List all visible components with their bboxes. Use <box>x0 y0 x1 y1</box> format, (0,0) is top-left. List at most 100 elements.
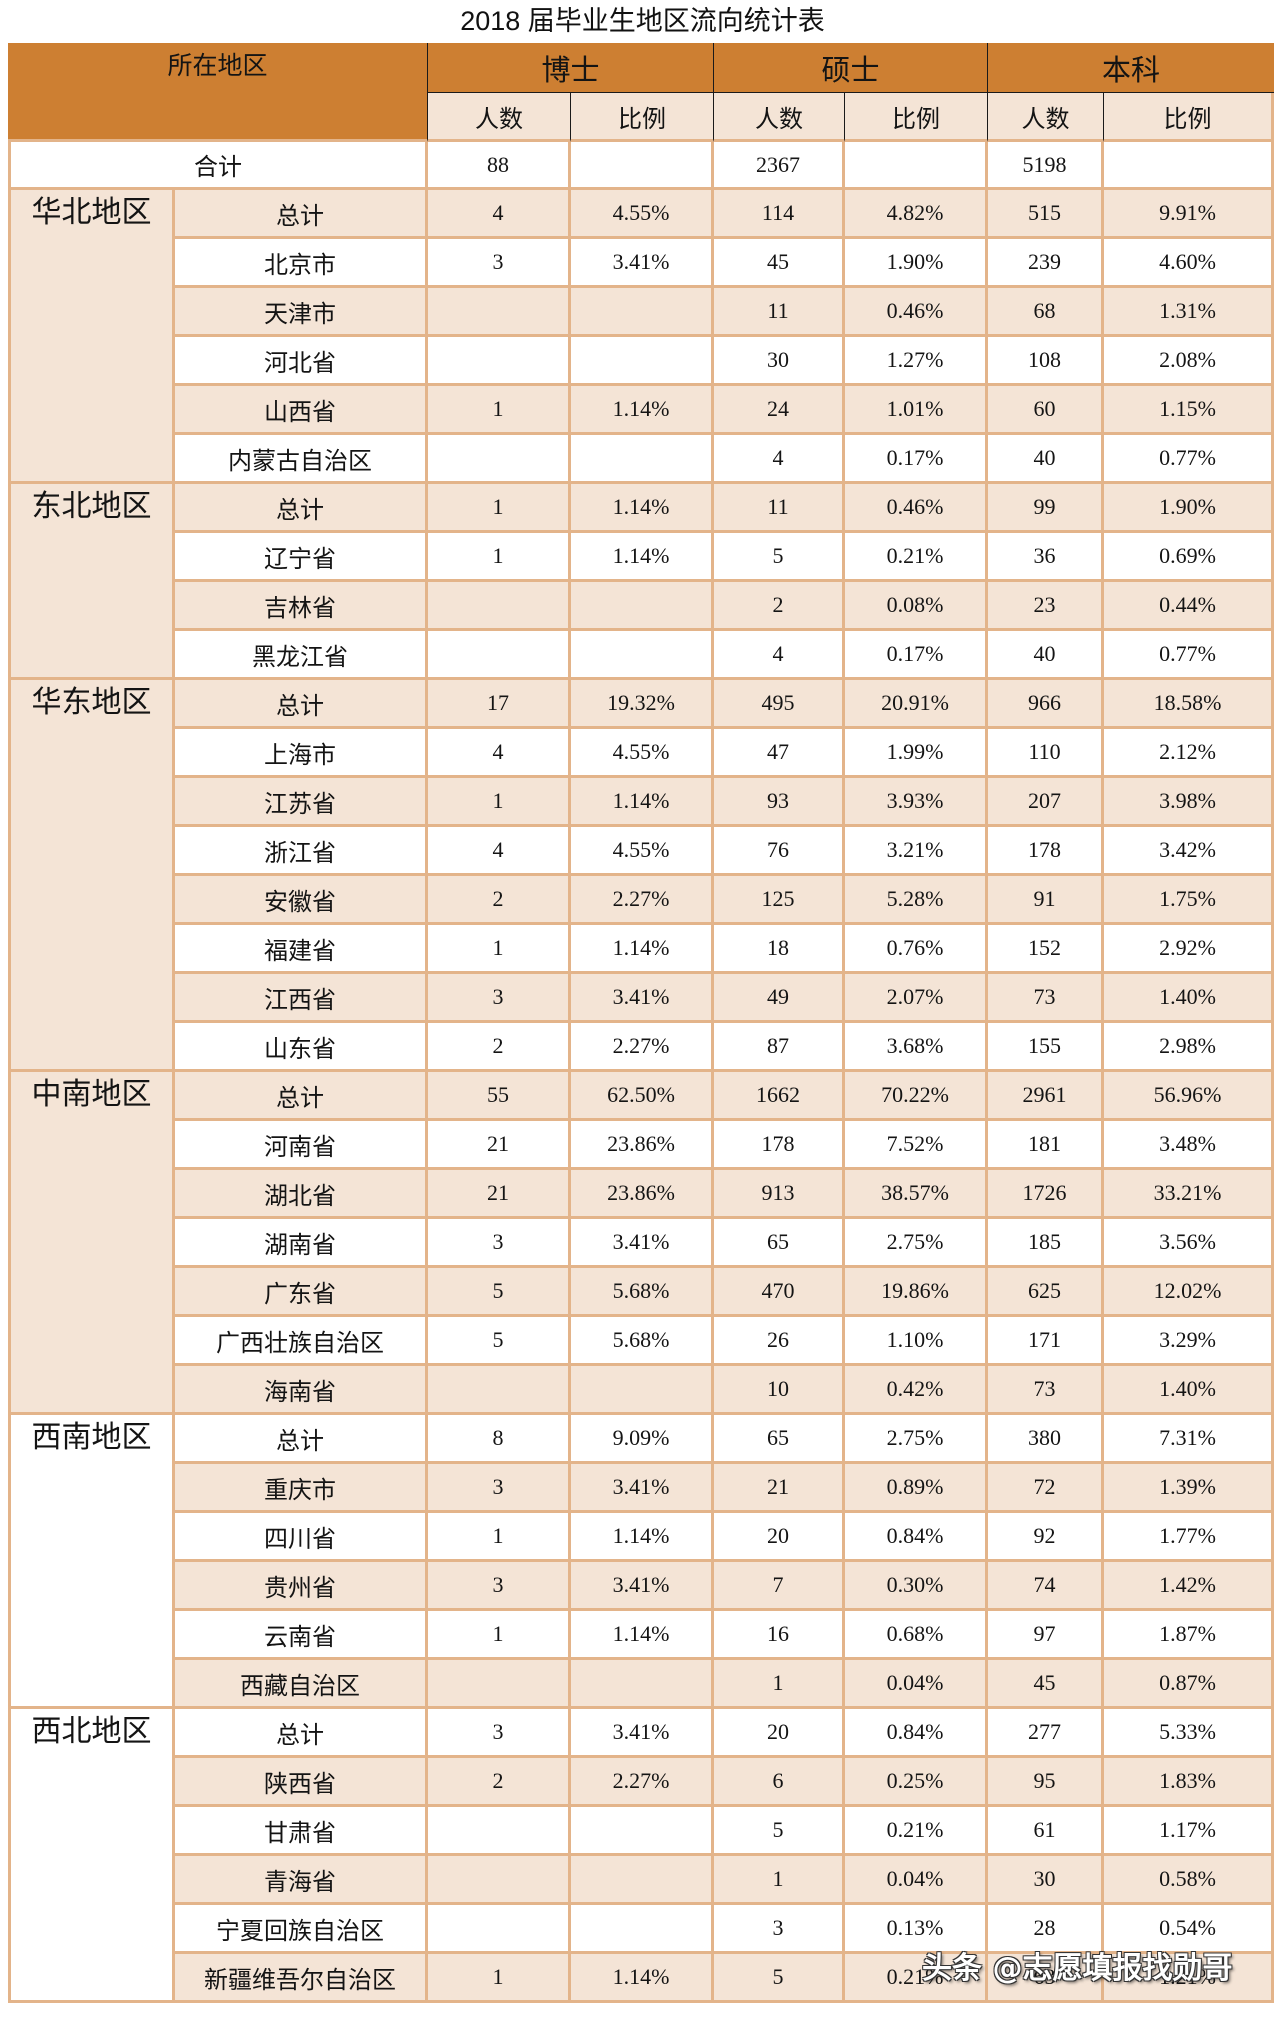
area-name: 江苏省 <box>175 778 428 827</box>
bachelor-count: 515 <box>988 190 1104 239</box>
area-name: 江西省 <box>175 974 428 1023</box>
master-count: 4 <box>714 435 845 484</box>
area-name: 山西省 <box>175 386 428 435</box>
phd-count: 3 <box>428 1709 571 1758</box>
bachelor-count: 73 <box>988 974 1104 1023</box>
bachelor-ratio: 0.77% <box>1104 435 1274 484</box>
phd-ratio <box>571 142 714 190</box>
master-ratio: 0.42% <box>845 1366 988 1415</box>
bachelor-count: 28 <box>988 1905 1104 1954</box>
master-ratio: 4.82% <box>845 190 988 239</box>
bachelor-count: 72 <box>988 1464 1104 1513</box>
phd-ratio: 23.86% <box>571 1170 714 1219</box>
master-ratio: 0.25% <box>845 1758 988 1807</box>
phd-count <box>428 1905 571 1954</box>
phd-count <box>428 1856 571 1905</box>
master-ratio: 1.99% <box>845 729 988 778</box>
phd-count: 1 <box>428 1513 571 1562</box>
master-count: 5 <box>714 1807 845 1856</box>
area-name: 四川省 <box>175 1513 428 1562</box>
phd-count: 1 <box>428 1611 571 1660</box>
master-count: 178 <box>714 1121 845 1170</box>
area-name: 湖北省 <box>175 1170 428 1219</box>
master-count-header: 人数 <box>714 93 845 142</box>
bachelor-count: 185 <box>988 1219 1104 1268</box>
area-name: 宁夏回族自治区 <box>175 1905 428 1954</box>
bachelor-ratio: 9.91% <box>1104 190 1274 239</box>
phd-count: 4 <box>428 827 571 876</box>
bachelor-ratio: 4.60% <box>1104 239 1274 288</box>
phd-ratio <box>571 435 714 484</box>
phd-count: 21 <box>428 1170 571 1219</box>
statistics-table: 所在地区 博士 硕士 本科 人数 比例 人数 比例 人数 比例 合计 88 23… <box>8 43 1274 2003</box>
region-label: 西南地区 <box>8 1415 175 1709</box>
phd-count: 2 <box>428 876 571 925</box>
master-ratio: 0.13% <box>845 1905 988 1954</box>
bachelor-ratio: 2.92% <box>1104 925 1274 974</box>
master-ratio: 38.57% <box>845 1170 988 1219</box>
area-name: 总计 <box>175 190 428 239</box>
phd-count: 3 <box>428 1219 571 1268</box>
master-count: 5 <box>714 533 845 582</box>
master-ratio: 0.17% <box>845 435 988 484</box>
bachelor-count-header: 人数 <box>988 93 1104 142</box>
area-name: 福建省 <box>175 925 428 974</box>
master-count: 913 <box>714 1170 845 1219</box>
bachelor-count: 95 <box>988 1758 1104 1807</box>
phd-count: 2 <box>428 1023 571 1072</box>
phd-ratio <box>571 631 714 680</box>
phd-ratio-header: 比例 <box>571 93 714 142</box>
phd-ratio: 4.55% <box>571 729 714 778</box>
phd-count <box>428 337 571 386</box>
area-name: 总计 <box>175 1415 428 1464</box>
master-count: 470 <box>714 1268 845 1317</box>
bachelor-ratio: 3.56% <box>1104 1219 1274 1268</box>
bachelor-ratio: 1.90% <box>1104 484 1274 533</box>
bachelor-count: 99 <box>988 484 1104 533</box>
master-ratio-header: 比例 <box>845 93 988 142</box>
bachelor-ratio: 2.98% <box>1104 1023 1274 1072</box>
bachelor-ratio: 1.40% <box>1104 974 1274 1023</box>
master-ratio: 0.76% <box>845 925 988 974</box>
master-ratio: 0.04% <box>845 1660 988 1709</box>
bachelor-ratio: 1.31% <box>1104 288 1274 337</box>
master-ratio: 0.21% <box>845 533 988 582</box>
bachelor-ratio: 0.44% <box>1104 582 1274 631</box>
bachelor-count: 277 <box>988 1709 1104 1758</box>
master-count: 1 <box>714 1856 845 1905</box>
master-ratio: 3.93% <box>845 778 988 827</box>
phd-count <box>428 435 571 484</box>
bachelor-ratio: 1.17% <box>1104 1807 1274 1856</box>
phd-ratio <box>571 582 714 631</box>
phd-ratio: 3.41% <box>571 239 714 288</box>
phd-count: 4 <box>428 190 571 239</box>
table-title: 2018 届毕业生地区流向统计表 <box>460 6 825 36</box>
bachelor-ratio: 0.87% <box>1104 1660 1274 1709</box>
area-name: 湖南省 <box>175 1219 428 1268</box>
bachelor-count: 171 <box>988 1317 1104 1366</box>
bachelor-count: 155 <box>988 1023 1104 1072</box>
phd-ratio: 23.86% <box>571 1121 714 1170</box>
master-count: 114 <box>714 190 845 239</box>
bachelor-ratio-header: 比例 <box>1104 93 1274 142</box>
bachelor-ratio: 0.77% <box>1104 631 1274 680</box>
bachelor-count: 40 <box>988 435 1104 484</box>
phd-ratio <box>571 288 714 337</box>
bachelor-ratio: 1.39% <box>1104 1464 1274 1513</box>
area-name: 吉林省 <box>175 582 428 631</box>
phd-ratio: 3.41% <box>571 974 714 1023</box>
master-ratio: 0.04% <box>845 1856 988 1905</box>
phd-ratio: 3.41% <box>571 1464 714 1513</box>
master-count: 24 <box>714 386 845 435</box>
bachelor-ratio: 1.42% <box>1104 1562 1274 1611</box>
master-ratio: 3.21% <box>845 827 988 876</box>
region-label: 东北地区 <box>8 484 175 680</box>
area-name: 上海市 <box>175 729 428 778</box>
bachelor-count: 1726 <box>988 1170 1104 1219</box>
bachelor-count: 68 <box>988 288 1104 337</box>
bachelor-ratio: 56.96% <box>1104 1072 1274 1121</box>
bachelor-count: 966 <box>988 680 1104 729</box>
phd-count: 8 <box>428 1415 571 1464</box>
area-name: 总计 <box>175 1072 428 1121</box>
master-ratio: 2.75% <box>845 1219 988 1268</box>
